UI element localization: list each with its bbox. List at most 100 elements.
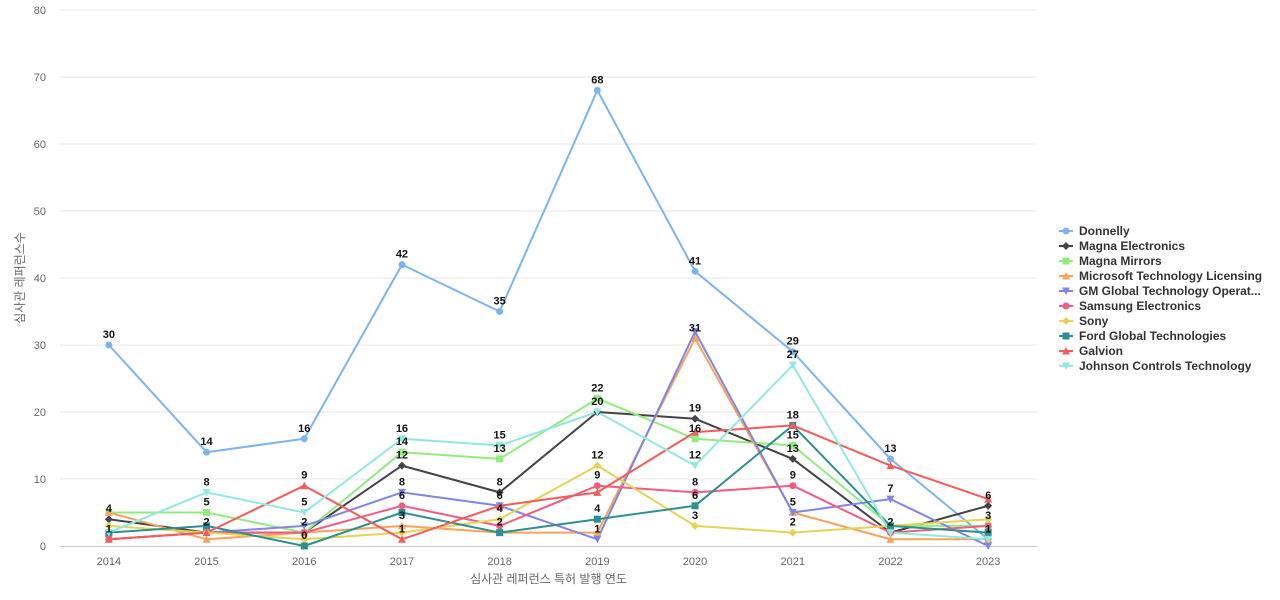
series-line-gm-global-technology-operat — [108, 330, 989, 547]
data-label: 3 — [985, 510, 991, 522]
data-labels: 3041148521695204216141286313515138642682… — [103, 74, 991, 542]
data-label: 4 — [106, 503, 113, 515]
data-point-johnson-controls-technology — [495, 442, 504, 450]
x-tick-label: 2015 — [194, 556, 218, 568]
data-point-magna-mirrors — [593, 395, 601, 403]
data-point-magna-electronics — [691, 414, 700, 423]
data-point-magna-electronics — [104, 515, 113, 524]
y-tick-label: 40 — [34, 273, 46, 285]
legend-label: Microsoft Technology Licensing — [1079, 269, 1262, 283]
legend-item-sony[interactable]: Sony — [1059, 314, 1109, 328]
data-point-gm-global-technology-operat — [886, 495, 895, 504]
data-point-johnson-controls-technology — [202, 488, 211, 497]
data-label: 1 — [106, 523, 112, 535]
data-label: 1 — [985, 523, 991, 535]
data-point-magna-electronics — [984, 501, 993, 510]
data-point-gm-global-technology-operat — [300, 522, 309, 530]
x-tick-label: 2017 — [390, 556, 414, 568]
data-point-johnson-controls-technology — [691, 462, 700, 470]
data-point-galvion — [397, 535, 406, 543]
legend-item-samsung-electronics[interactable]: Samsung Electronics — [1059, 299, 1201, 313]
series-line-microsoft-technology-licensing — [108, 337, 989, 541]
legend-item-magna-electronics[interactable]: Magna Electronics — [1059, 239, 1185, 253]
data-label: 42 — [396, 249, 408, 261]
data-label: 15 — [787, 430, 799, 442]
data-point-donnelly — [300, 435, 308, 443]
data-point-sony — [691, 521, 700, 530]
data-label: 2 — [887, 517, 893, 529]
data-point-gm-global-technology-operat — [397, 488, 406, 497]
data-point-donnelly — [105, 341, 113, 349]
series-markers — [104, 86, 993, 550]
y-tick-label: 30 — [34, 340, 46, 352]
data-point-sony — [495, 515, 504, 524]
legend-item-magna-mirrors[interactable]: Magna Mirrors — [1059, 254, 1162, 268]
legend-item-gm-global-technology-operat[interactable]: GM Global Technology Operat... — [1059, 284, 1261, 298]
data-point-ford-global-technologies — [691, 502, 699, 510]
data-point-sony — [104, 521, 113, 530]
series-line-sony — [108, 464, 989, 541]
data-point-johnson-controls-technology — [788, 361, 797, 370]
legend-label: Donnelly — [1079, 224, 1130, 238]
series-lines — [108, 89, 989, 547]
data-point-ford-global-technologies — [886, 522, 894, 530]
x-tick-label: 2020 — [683, 556, 707, 568]
x-axis-title: 심사관 레퍼런스 특허 발행 연도 — [470, 571, 627, 586]
data-point-magna-mirrors — [496, 455, 504, 463]
data-point-galvion — [788, 421, 797, 429]
series-line-johnson-controls-technology — [108, 364, 989, 541]
data-point-galvion — [202, 528, 211, 537]
legend-marker-swatch — [1062, 227, 1070, 235]
data-point-sony — [788, 528, 797, 537]
data-label: 16 — [396, 423, 408, 435]
data-label: 0 — [301, 530, 307, 542]
legend-item-microsoft-technology-licensing[interactable]: Microsoft Technology Licensing — [1059, 269, 1262, 283]
data-label: 14 — [396, 436, 409, 448]
y-tick-label: 80 — [34, 5, 46, 17]
legend-label: Magna Mirrors — [1079, 254, 1162, 268]
data-label: 13 — [787, 443, 799, 455]
data-label: 8 — [497, 476, 503, 488]
data-point-galvion — [593, 488, 602, 496]
data-label: 8 — [399, 476, 405, 488]
data-label: 5 — [790, 497, 796, 509]
data-point-samsung-electronics — [593, 482, 601, 490]
legend-label: Sony — [1079, 314, 1109, 328]
gridlines — [60, 9, 1037, 480]
data-point-samsung-electronics — [300, 529, 308, 537]
data-point-ford-global-technologies — [398, 509, 406, 516]
data-label: 13 — [884, 443, 896, 455]
data-label: 1 — [399, 523, 405, 535]
data-point-sony — [984, 515, 993, 524]
data-label: 9 — [594, 470, 600, 482]
data-label: 6 — [985, 490, 991, 502]
data-point-galvion — [886, 461, 895, 470]
data-label: 7 — [887, 483, 893, 495]
legend-label: Samsung Electronics — [1079, 299, 1201, 313]
data-label: 6 — [692, 490, 698, 502]
data-label: 9 — [790, 470, 796, 482]
data-point-galvion — [984, 495, 993, 503]
y-tick-label: 20 — [34, 407, 46, 419]
legend-label: Galvion — [1079, 344, 1123, 358]
data-point-samsung-electronics — [984, 522, 992, 530]
data-label: 12 — [591, 450, 603, 462]
data-point-microsoft-technology-licensing — [202, 535, 211, 543]
legend-marker-swatch — [1062, 347, 1070, 355]
data-label: 2 — [301, 517, 307, 529]
y-tick-label: 70 — [34, 72, 46, 84]
legend-marker-swatch — [1062, 362, 1070, 370]
data-point-donnelly — [789, 348, 797, 356]
legend-item-johnson-controls-technology[interactable]: Johnson Controls Technology — [1059, 359, 1252, 373]
legend-item-galvion[interactable]: Galvion — [1059, 344, 1123, 358]
legend-marker-swatch — [1062, 302, 1070, 310]
data-point-sony — [300, 535, 309, 544]
legend-marker-swatch — [1062, 332, 1070, 340]
legend-item-ford-global-technologies[interactable]: Ford Global Technologies — [1059, 329, 1226, 343]
legend-marker-swatch — [1062, 272, 1070, 280]
data-label: 13 — [494, 443, 506, 455]
data-label: 29 — [787, 336, 799, 348]
legend-item-donnelly[interactable]: Donnelly — [1059, 224, 1130, 238]
data-label: 12 — [689, 450, 701, 462]
